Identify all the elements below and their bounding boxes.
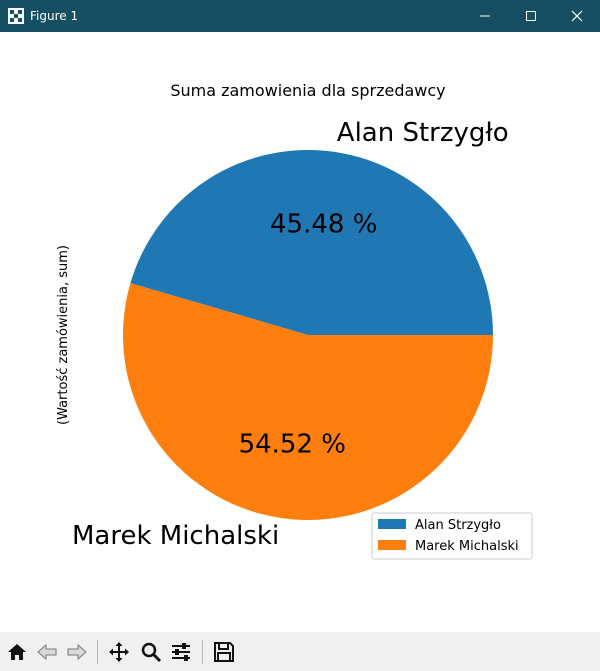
window-title: Figure 1 (30, 9, 79, 23)
forward-button[interactable] (62, 637, 92, 667)
back-button[interactable] (32, 637, 62, 667)
zoom-icon (141, 642, 162, 663)
toolbar-separator (97, 640, 98, 664)
maximize-button[interactable] (508, 0, 554, 32)
legend-label: Marek Michalski (415, 539, 519, 554)
slice-percent-label: 54.52 % (239, 429, 346, 459)
slice-percent-label: 45.48 % (270, 210, 377, 240)
home-button[interactable] (2, 637, 32, 667)
y-axis-label: (Wartość zamówienia, sum) (56, 245, 71, 425)
forward-arrow-icon (67, 643, 87, 661)
back-arrow-icon (37, 643, 57, 661)
slice-label: Alan Strzygło (337, 118, 509, 148)
figure-canvas[interactable]: Suma zamowienia dla sprzedawcy (Wartość … (0, 32, 600, 632)
legend-frame (371, 512, 533, 560)
pie-slice (123, 283, 493, 520)
minimize-icon (480, 15, 490, 17)
pan-button[interactable] (104, 637, 134, 667)
home-icon (8, 644, 26, 660)
close-icon (571, 10, 583, 22)
legend-label: Alan Strzygło (415, 518, 501, 533)
save-icon (214, 642, 234, 662)
pie-slice (130, 149, 493, 335)
app-icon (8, 8, 24, 24)
toolbar-separator (202, 640, 203, 664)
title-bar: Figure 1 (0, 0, 600, 32)
legend-swatch (378, 540, 406, 550)
save-button[interactable] (209, 637, 239, 667)
maximize-icon (526, 11, 536, 21)
chart-title: Suma zamowienia dla sprzedawcy (170, 81, 445, 100)
configure-subplots-icon (172, 643, 190, 661)
close-button[interactable] (554, 0, 600, 32)
navigation-toolbar (0, 632, 600, 671)
pie-chart: Suma zamowienia dla sprzedawcy (Wartość … (56, 81, 533, 560)
legend: Alan Strzygło Marek Michalski (371, 512, 533, 560)
configure-subplots-button[interactable] (166, 637, 196, 667)
minimize-button[interactable] (462, 0, 508, 32)
slice-label: Marek Michalski (72, 521, 279, 551)
pan-icon (109, 642, 129, 662)
legend-swatch (378, 519, 406, 529)
zoom-button[interactable] (136, 637, 166, 667)
